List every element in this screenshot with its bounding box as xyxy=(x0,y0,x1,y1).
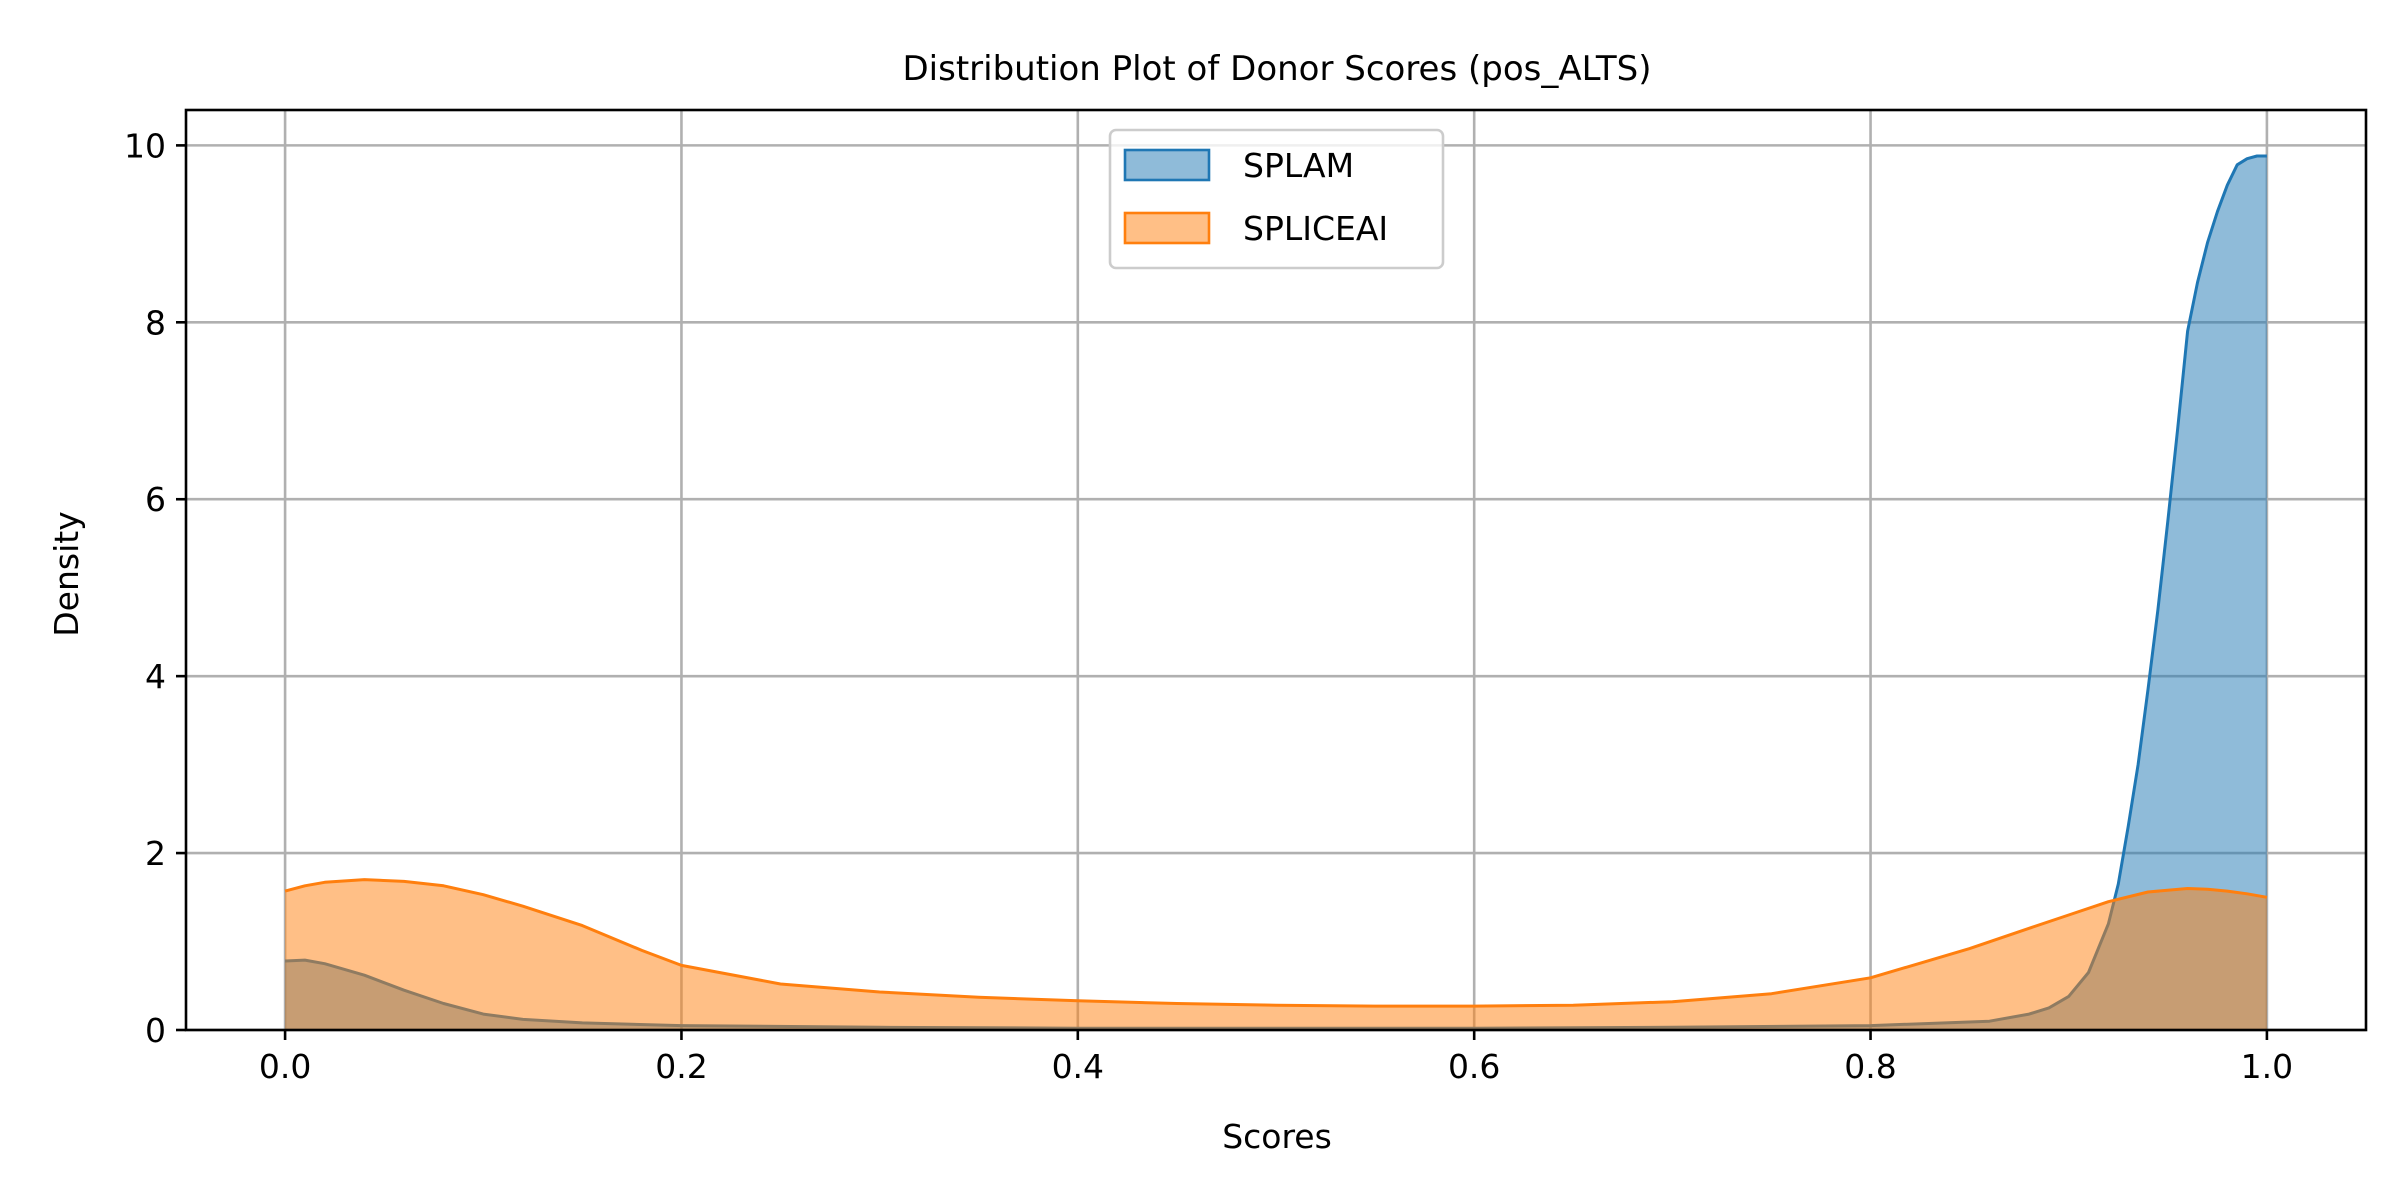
x-tick-label-4: 0.8 xyxy=(1844,1047,1896,1086)
legend-swatch-splam xyxy=(1123,148,1211,182)
y-tick-label-1: 2 xyxy=(145,834,166,873)
area-splam xyxy=(285,156,2267,1030)
x-axis-label: Scores xyxy=(1222,1117,1332,1156)
x-tick-label-1: 0.2 xyxy=(655,1047,707,1086)
legend-swatch-spliceai xyxy=(1123,211,1211,245)
y-tick-label-0: 0 xyxy=(145,1011,166,1050)
y-axis-label: Density xyxy=(47,511,86,636)
legend-label-spliceai: SPLICEAI xyxy=(1243,209,1388,248)
x-tick-label-5: 1.0 xyxy=(2241,1047,2293,1086)
legend: SPLAM SPLICEAI xyxy=(1108,128,1445,270)
area-spliceai xyxy=(285,879,2267,1030)
chart-title: Distribution Plot of Donor Scores (pos_A… xyxy=(903,49,1652,89)
x-tick-label-3: 0.6 xyxy=(1448,1047,1500,1086)
x-tick-label-0: 0.0 xyxy=(259,1047,311,1086)
density-areas xyxy=(284,154,2268,1030)
x-tick-label-2: 0.4 xyxy=(1052,1047,1104,1086)
legend-label-splam: SPLAM xyxy=(1243,146,1354,185)
line-spliceai xyxy=(284,878,2268,1008)
axes: 0.0 0.2 0.4 0.6 0.8 1.0 0 2 4 6 8 10 xyxy=(124,108,2368,1086)
y-tick-label-2: 4 xyxy=(145,657,166,696)
plot-frame xyxy=(184,108,2368,1032)
y-tick-label-4: 8 xyxy=(145,303,166,342)
y-tick-label-3: 6 xyxy=(145,480,166,519)
line-splam xyxy=(285,154,2267,1030)
y-tick-label-5: 10 xyxy=(124,126,166,165)
